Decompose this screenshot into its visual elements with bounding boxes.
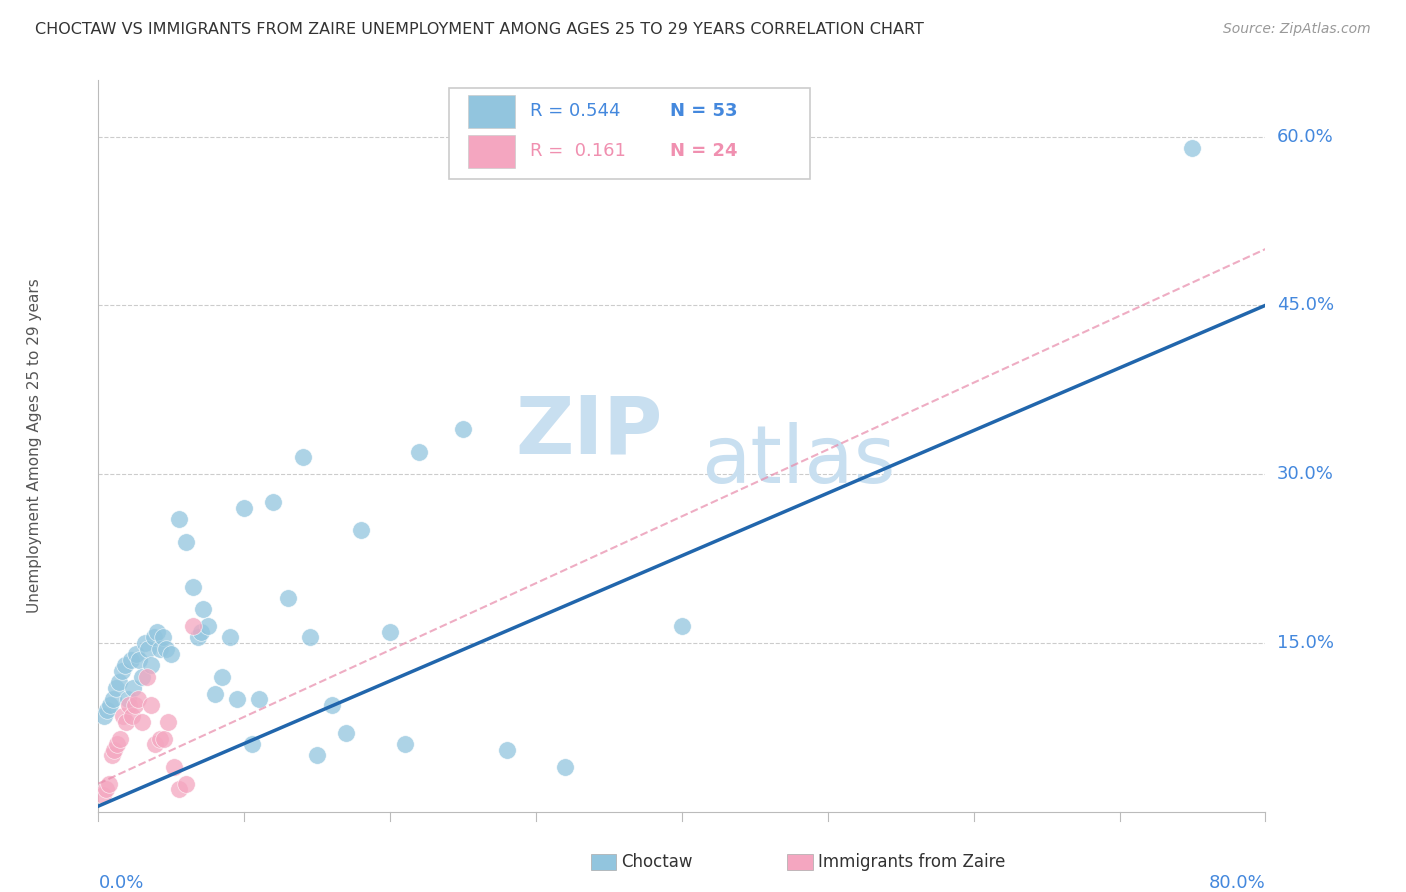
Point bbox=[110, 731, 132, 746]
Text: 30.0%: 30.0% bbox=[1277, 465, 1334, 483]
Point bbox=[122, 681, 145, 695]
Text: Source: ZipAtlas.com: Source: ZipAtlas.com bbox=[1223, 22, 1371, 37]
Point bbox=[94, 782, 117, 797]
Point bbox=[121, 709, 143, 723]
Point bbox=[181, 580, 204, 594]
Point bbox=[131, 714, 153, 729]
Point bbox=[163, 760, 186, 774]
Point bbox=[97, 776, 120, 790]
Point bbox=[291, 450, 314, 465]
Text: N = 24: N = 24 bbox=[671, 142, 738, 161]
Point bbox=[143, 737, 166, 751]
Point bbox=[153, 731, 176, 746]
Point bbox=[451, 422, 474, 436]
Point bbox=[160, 647, 183, 661]
Point bbox=[1181, 141, 1204, 155]
Point bbox=[149, 641, 172, 656]
Point bbox=[117, 692, 139, 706]
Point bbox=[167, 512, 190, 526]
Point bbox=[321, 698, 343, 712]
FancyBboxPatch shape bbox=[449, 87, 810, 179]
Text: R = 0.544: R = 0.544 bbox=[530, 102, 620, 120]
Point bbox=[149, 731, 172, 746]
Point bbox=[211, 670, 233, 684]
Point bbox=[115, 714, 138, 729]
Text: ZIP: ZIP bbox=[515, 392, 662, 470]
Point bbox=[98, 698, 121, 712]
Point bbox=[103, 743, 125, 757]
Point bbox=[139, 658, 162, 673]
Text: 15.0%: 15.0% bbox=[1277, 634, 1334, 652]
Point bbox=[174, 534, 197, 549]
Point bbox=[112, 709, 135, 723]
Text: 80.0%: 80.0% bbox=[1209, 873, 1265, 892]
Point bbox=[218, 630, 240, 644]
Point bbox=[91, 788, 114, 802]
Point bbox=[262, 495, 284, 509]
Point bbox=[190, 624, 212, 639]
Point bbox=[142, 630, 165, 644]
Point bbox=[277, 591, 299, 605]
Point bbox=[233, 500, 256, 515]
Point bbox=[96, 703, 118, 717]
Point bbox=[128, 653, 150, 667]
Point bbox=[671, 619, 693, 633]
Point bbox=[111, 664, 134, 678]
Text: 60.0%: 60.0% bbox=[1277, 128, 1334, 145]
Text: atlas: atlas bbox=[702, 422, 896, 500]
Point bbox=[100, 748, 122, 763]
Point bbox=[136, 641, 159, 656]
Point bbox=[146, 624, 169, 639]
Point bbox=[108, 675, 131, 690]
Text: 45.0%: 45.0% bbox=[1277, 296, 1334, 314]
Point bbox=[240, 737, 263, 751]
Point bbox=[378, 624, 402, 639]
Point bbox=[197, 619, 219, 633]
Bar bbox=[468, 136, 515, 168]
Point bbox=[118, 698, 141, 712]
Point bbox=[135, 670, 157, 684]
Text: Unemployment Among Ages 25 to 29 years: Unemployment Among Ages 25 to 29 years bbox=[27, 278, 42, 614]
Point bbox=[105, 737, 128, 751]
Point bbox=[247, 692, 270, 706]
Point bbox=[495, 743, 517, 757]
Point bbox=[134, 636, 156, 650]
Text: R =  0.161: R = 0.161 bbox=[530, 142, 626, 161]
Text: N = 53: N = 53 bbox=[671, 102, 738, 120]
Point bbox=[307, 748, 329, 763]
Point bbox=[394, 737, 416, 751]
Point bbox=[104, 681, 127, 695]
Point bbox=[101, 692, 124, 706]
Bar bbox=[468, 95, 515, 128]
Point bbox=[298, 630, 321, 644]
Point bbox=[167, 782, 190, 797]
Point bbox=[181, 619, 204, 633]
Text: CHOCTAW VS IMMIGRANTS FROM ZAIRE UNEMPLOYMENT AMONG AGES 25 TO 29 YEARS CORRELAT: CHOCTAW VS IMMIGRANTS FROM ZAIRE UNEMPLO… bbox=[35, 22, 924, 37]
Point bbox=[187, 630, 209, 644]
Point bbox=[335, 726, 357, 740]
Point bbox=[152, 630, 174, 644]
Point bbox=[174, 776, 197, 790]
Text: Choctaw: Choctaw bbox=[621, 853, 693, 871]
Point bbox=[93, 709, 115, 723]
Point bbox=[408, 444, 430, 458]
Point bbox=[350, 524, 373, 538]
Point bbox=[139, 698, 162, 712]
Point bbox=[131, 670, 153, 684]
Point bbox=[124, 698, 146, 712]
Point bbox=[120, 653, 142, 667]
Point bbox=[554, 760, 576, 774]
Point bbox=[157, 714, 180, 729]
Point bbox=[204, 687, 226, 701]
Point bbox=[125, 647, 148, 661]
Point bbox=[127, 692, 149, 706]
Point bbox=[114, 658, 136, 673]
Point bbox=[193, 602, 215, 616]
Text: 0.0%: 0.0% bbox=[98, 873, 143, 892]
Text: Immigrants from Zaire: Immigrants from Zaire bbox=[818, 853, 1005, 871]
Point bbox=[226, 692, 249, 706]
Point bbox=[155, 641, 177, 656]
